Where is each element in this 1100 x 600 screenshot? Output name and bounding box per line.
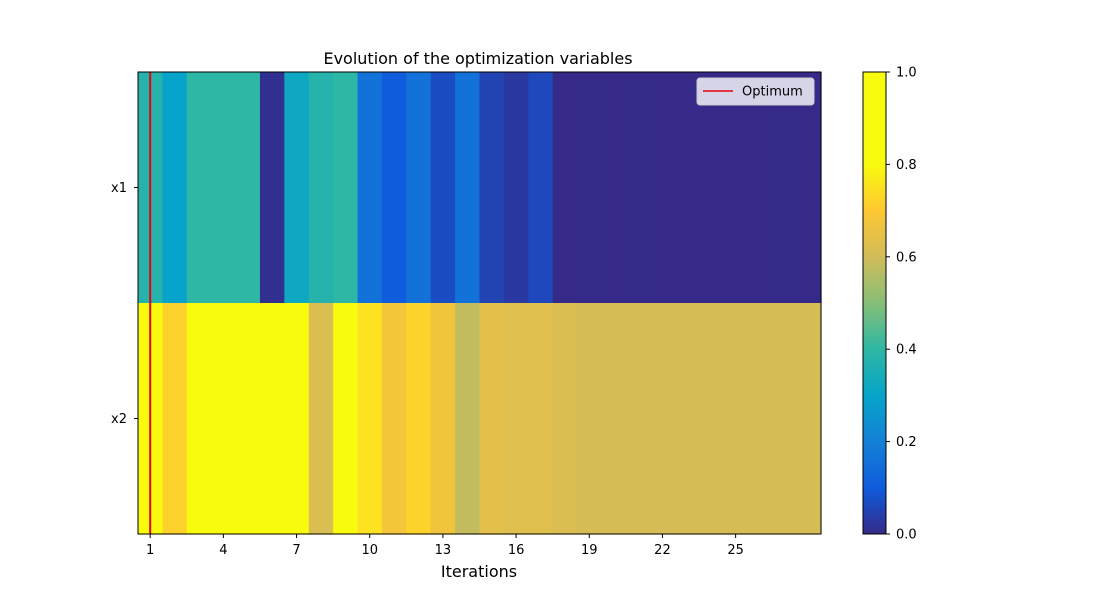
x-tick-label: 13: [435, 543, 452, 558]
colorbar-tick-label: 0.6: [896, 250, 917, 265]
heatmap-cell: [333, 303, 359, 535]
heatmap-cell: [162, 303, 188, 535]
heatmap-cell: [479, 303, 505, 535]
colorbar-gradient: [862, 71, 887, 535]
heatmap-cell: [455, 72, 481, 304]
heatmap-cell: [503, 72, 529, 304]
heatmap-cell: [430, 72, 456, 304]
heatmap-cell: [674, 303, 700, 535]
heatmap-cell: [601, 303, 627, 535]
legend-box: [696, 77, 815, 106]
heatmap-cell: [796, 72, 822, 304]
chart-title: Evolution of the optimization variables: [323, 49, 632, 68]
heatmap-cell: [577, 303, 603, 535]
heatmap-cell: [235, 303, 261, 535]
heatmap-cell: [723, 303, 749, 535]
heatmap-cell: [259, 72, 285, 304]
heatmap-cell: [528, 303, 554, 535]
heatmap-cell: [406, 72, 432, 304]
heatmap-cell: [430, 303, 456, 535]
colorbar-tick-label: 0.2: [896, 435, 917, 450]
heatmap-cell: [625, 303, 651, 535]
heatmap-cell: [259, 303, 285, 535]
heatmap-cell: [406, 303, 432, 535]
heatmap-cell: [528, 72, 554, 304]
x-tick-label: 25: [727, 543, 744, 558]
heatmap-cell: [211, 72, 237, 304]
x-tick-label: 4: [219, 543, 227, 558]
heatmap-cells: [138, 72, 822, 535]
x-tick-label: 7: [292, 543, 300, 558]
heatmap-cell: [552, 303, 578, 535]
heatmap-cell: [479, 72, 505, 304]
heatmap-cell: [211, 303, 237, 535]
heatmap-cell: [333, 72, 359, 304]
heatmap-cell: [601, 72, 627, 304]
heatmap-cell: [186, 72, 212, 304]
x-axis-label: Iterations: [441, 562, 517, 581]
heatmap-cell: [357, 72, 383, 304]
colorbar-tick-label: 1.0: [896, 66, 917, 81]
colorbar: 0.0 0.2 0.4 0.6 0.8 1.0: [862, 66, 917, 543]
heatmap-cell: [455, 303, 481, 535]
y-axis: x1 x2: [111, 181, 138, 427]
plot-frame: [137, 71, 822, 535]
heatmap-cell: [381, 72, 407, 304]
heatmap-cell: [284, 72, 310, 304]
heatmap-cell: [699, 72, 725, 304]
x-axis: 1 4 7 10 13 16 19 22 25: [146, 534, 744, 558]
colorbar-tick-label: 0.0: [896, 528, 917, 543]
heatmap-cell: [186, 303, 212, 535]
colorbar-tick-label: 0.4: [896, 343, 917, 358]
heatmap-cell: [308, 72, 334, 304]
heatmap-cell: [284, 303, 310, 535]
heatmap-cell: [747, 72, 773, 304]
legend-label-optimum: Optimum: [742, 85, 803, 100]
heatmap-cell: [650, 303, 676, 535]
heatmap-cell: [357, 303, 383, 535]
x-tick-label: 19: [581, 543, 598, 558]
heatmap-cell: [674, 72, 700, 304]
heatmap-cell: [723, 72, 749, 304]
heatmap-cell: [747, 303, 773, 535]
heatmap-cell: [308, 303, 334, 535]
heatmap-cell: [381, 303, 407, 535]
x-tick-label: 1: [146, 543, 154, 558]
legend[interactable]: Optimum: [696, 77, 815, 106]
x-tick-label: 22: [654, 543, 671, 558]
x-tick-label: 10: [361, 543, 378, 558]
heatmap-cell: [577, 72, 603, 304]
y-tick-label: x1: [111, 181, 127, 196]
heatmap-cell: [503, 303, 529, 535]
colorbar-ticks: 0.0 0.2 0.4 0.6 0.8 1.0: [886, 66, 917, 543]
heatmap-cell: [772, 72, 798, 304]
y-tick-label: x2: [111, 412, 127, 427]
heatmap-cell: [162, 72, 188, 304]
heatmap-cell: [772, 303, 798, 535]
heatmap-cell: [699, 303, 725, 535]
heatmap-cell: [650, 72, 676, 304]
heatmap-cell: [796, 303, 822, 535]
x-tick-label: 16: [508, 543, 525, 558]
heatmap-cell: [625, 72, 651, 304]
colorbar-tick-label: 0.8: [896, 158, 917, 173]
heatmap-cell: [235, 72, 261, 304]
heatmap-cell: [552, 72, 578, 304]
